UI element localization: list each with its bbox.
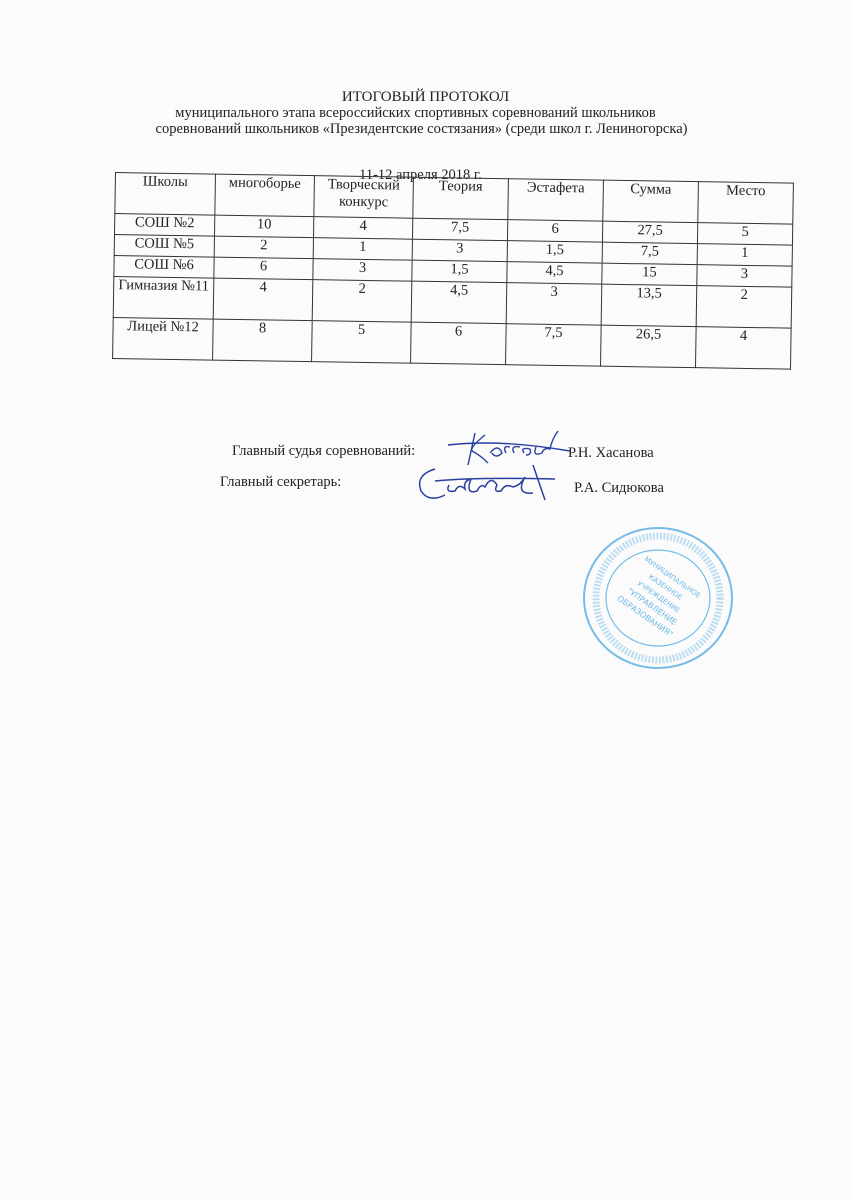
table-cell: 6 bbox=[410, 322, 507, 365]
school-cell: СОШ №6 bbox=[113, 255, 215, 279]
secretary-signature bbox=[418, 464, 556, 501]
table-cell: 2 bbox=[696, 285, 792, 329]
table-cell: 2 bbox=[312, 279, 412, 323]
school-cell: Лицей №12 bbox=[112, 317, 214, 361]
table-cell: 2 bbox=[214, 236, 314, 259]
secretary-label: Главный секретарь: bbox=[220, 474, 342, 490]
table-cell: 15 bbox=[601, 263, 698, 286]
judge-name: Р.Н. Хасанова bbox=[568, 445, 654, 461]
table-cell: 1 bbox=[697, 243, 793, 267]
school-cell: СОШ №5 bbox=[114, 234, 215, 258]
table-cell: 13,5 bbox=[601, 284, 697, 327]
header-cell: Место bbox=[697, 181, 794, 225]
table-cell: 3 bbox=[696, 264, 793, 288]
header-cell: Школы bbox=[114, 172, 216, 216]
table-cell: 1,5 bbox=[411, 260, 508, 283]
results-table: Школы многоборье Творческий конкурс Теор… bbox=[112, 172, 794, 370]
table-cell: 4 bbox=[213, 278, 313, 321]
table-cell: 26,5 bbox=[600, 325, 697, 368]
official-stamp: МУНИЦИПАЛЬНОЕ КАЗЕННОЕ УЧРЕЖДЕНИЕ "УПРАВ… bbox=[583, 527, 733, 669]
document-subtitle-1: муниципального этапа всероссийских спорт… bbox=[175, 105, 656, 121]
table-cell: 4 bbox=[313, 216, 413, 240]
table-cell: 4,5 bbox=[506, 261, 603, 285]
table-cell: 4 bbox=[695, 326, 792, 370]
table-cell: 5 bbox=[697, 222, 793, 246]
header-cell: Эстафета bbox=[507, 178, 604, 222]
header-cell: многоборье bbox=[214, 174, 315, 217]
document-date: 11-12 апреля 2018 г. bbox=[359, 167, 482, 183]
table-cell: 3 bbox=[506, 282, 602, 326]
secretary-name: Р.А. Сидюкова bbox=[574, 480, 664, 496]
table-cell: 7,5 bbox=[412, 218, 508, 241]
document-title: ИТОГОВЫЙ ПРОТОКОЛ bbox=[341, 89, 510, 105]
document-subtitle-2: соревнований школьников «Президентские с… bbox=[155, 121, 688, 137]
table-cell: 27,5 bbox=[602, 221, 698, 244]
table-cell: 6 bbox=[507, 219, 603, 243]
table-cell: 7,5 bbox=[602, 242, 698, 265]
table-cell: 4,5 bbox=[411, 281, 507, 324]
table-cell: 5 bbox=[311, 320, 412, 364]
table-cell: 10 bbox=[214, 215, 314, 238]
table-cell: 7,5 bbox=[505, 323, 602, 367]
table-cell: 3 bbox=[312, 258, 413, 282]
table-cell: 3 bbox=[412, 239, 508, 262]
school-cell: Гимназия №11 bbox=[113, 276, 214, 320]
table-cell: 8 bbox=[212, 319, 313, 362]
school-cell: СОШ №2 bbox=[114, 213, 215, 237]
judge-signature bbox=[447, 430, 571, 466]
judge-label: Главный судья соревнований: bbox=[232, 443, 416, 459]
header-cell: Творческий конкурс bbox=[313, 175, 414, 219]
table-cell: 6 bbox=[213, 257, 314, 280]
header-cell: Сумма bbox=[602, 180, 699, 223]
header-cell: Теория bbox=[412, 177, 509, 220]
table-cell: 1,5 bbox=[507, 240, 603, 264]
table-cell: 1 bbox=[313, 237, 413, 261]
